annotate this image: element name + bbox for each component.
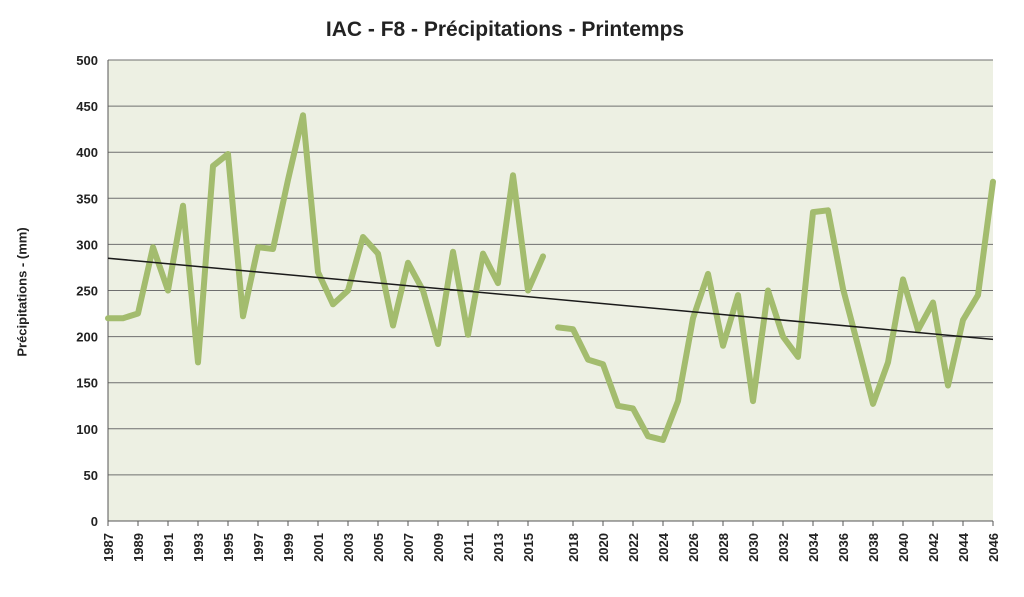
x-tick-label: 2042 xyxy=(926,533,941,562)
x-tick-label: 1995 xyxy=(221,533,236,562)
x-tick-label: 1987 xyxy=(101,533,116,562)
y-tick-label: 0 xyxy=(91,514,98,529)
precip-line-segment-2 xyxy=(555,178,996,443)
x-tick-label: 2034 xyxy=(806,532,821,562)
x-tick-label: 2028 xyxy=(716,533,731,562)
y-tick-label: 150 xyxy=(76,376,98,391)
x-tick-label: 2022 xyxy=(626,533,641,562)
y-tick-label: 400 xyxy=(76,145,98,160)
x-tick-label: 1997 xyxy=(251,533,266,562)
series-lines xyxy=(105,112,996,443)
x-tick-label: 1993 xyxy=(191,533,206,562)
trend-line xyxy=(107,257,994,341)
x-tick-label: 2038 xyxy=(866,533,881,562)
x-tick-label: 2007 xyxy=(401,533,416,562)
x-tick-label: 2032 xyxy=(776,533,791,562)
x-tick-label: 2046 xyxy=(986,533,1001,562)
y-tick-label: 500 xyxy=(76,53,98,68)
y-tick-label: 350 xyxy=(76,191,98,206)
precip-line-segment-1 xyxy=(105,112,546,366)
x-tick-label: 2020 xyxy=(596,533,611,562)
x-tick-label: 2036 xyxy=(836,533,851,562)
x-tick-label: 2009 xyxy=(431,533,446,562)
y-tick-label: 250 xyxy=(76,284,98,299)
y-tick-label: 200 xyxy=(76,330,98,345)
x-tick-label: 1999 xyxy=(281,533,296,562)
x-tick-label: 2024 xyxy=(656,532,671,562)
x-tick-label: 2001 xyxy=(311,533,326,562)
y-tick-label: 100 xyxy=(76,422,98,437)
x-tick-label: 2026 xyxy=(686,533,701,562)
x-tick-label: 2011 xyxy=(461,533,476,561)
y-tick-label: 450 xyxy=(76,99,98,114)
x-tick-label: 2013 xyxy=(491,533,506,562)
x-axis-ticks: 1987 1989 1991 1993 1995 1997 1999 2001 2003 2005… xyxy=(101,521,1001,562)
x-tick-label: 2018 xyxy=(566,533,581,562)
x-tick-label: 2044 xyxy=(956,532,971,562)
y-tick-label: 50 xyxy=(84,468,98,483)
gridlines xyxy=(107,59,993,522)
y-axis-ticks: 0 50 100 150 200 250 300 350 400 450 500 xyxy=(76,53,98,529)
x-tick-label: 1989 xyxy=(131,533,146,562)
x-tick-label: 2040 xyxy=(896,533,911,562)
chart-title: IAC - F8 - Précipitations - Printemps xyxy=(325,18,685,41)
x-tick-label: 2015 xyxy=(521,533,536,562)
x-tick-label: 1991 xyxy=(161,533,176,562)
x-tick-label: 2030 xyxy=(746,533,761,562)
x-tick-label: 2005 xyxy=(371,533,386,562)
x-tick-label: 2003 xyxy=(341,533,356,562)
y-tick-label: 300 xyxy=(76,237,98,252)
